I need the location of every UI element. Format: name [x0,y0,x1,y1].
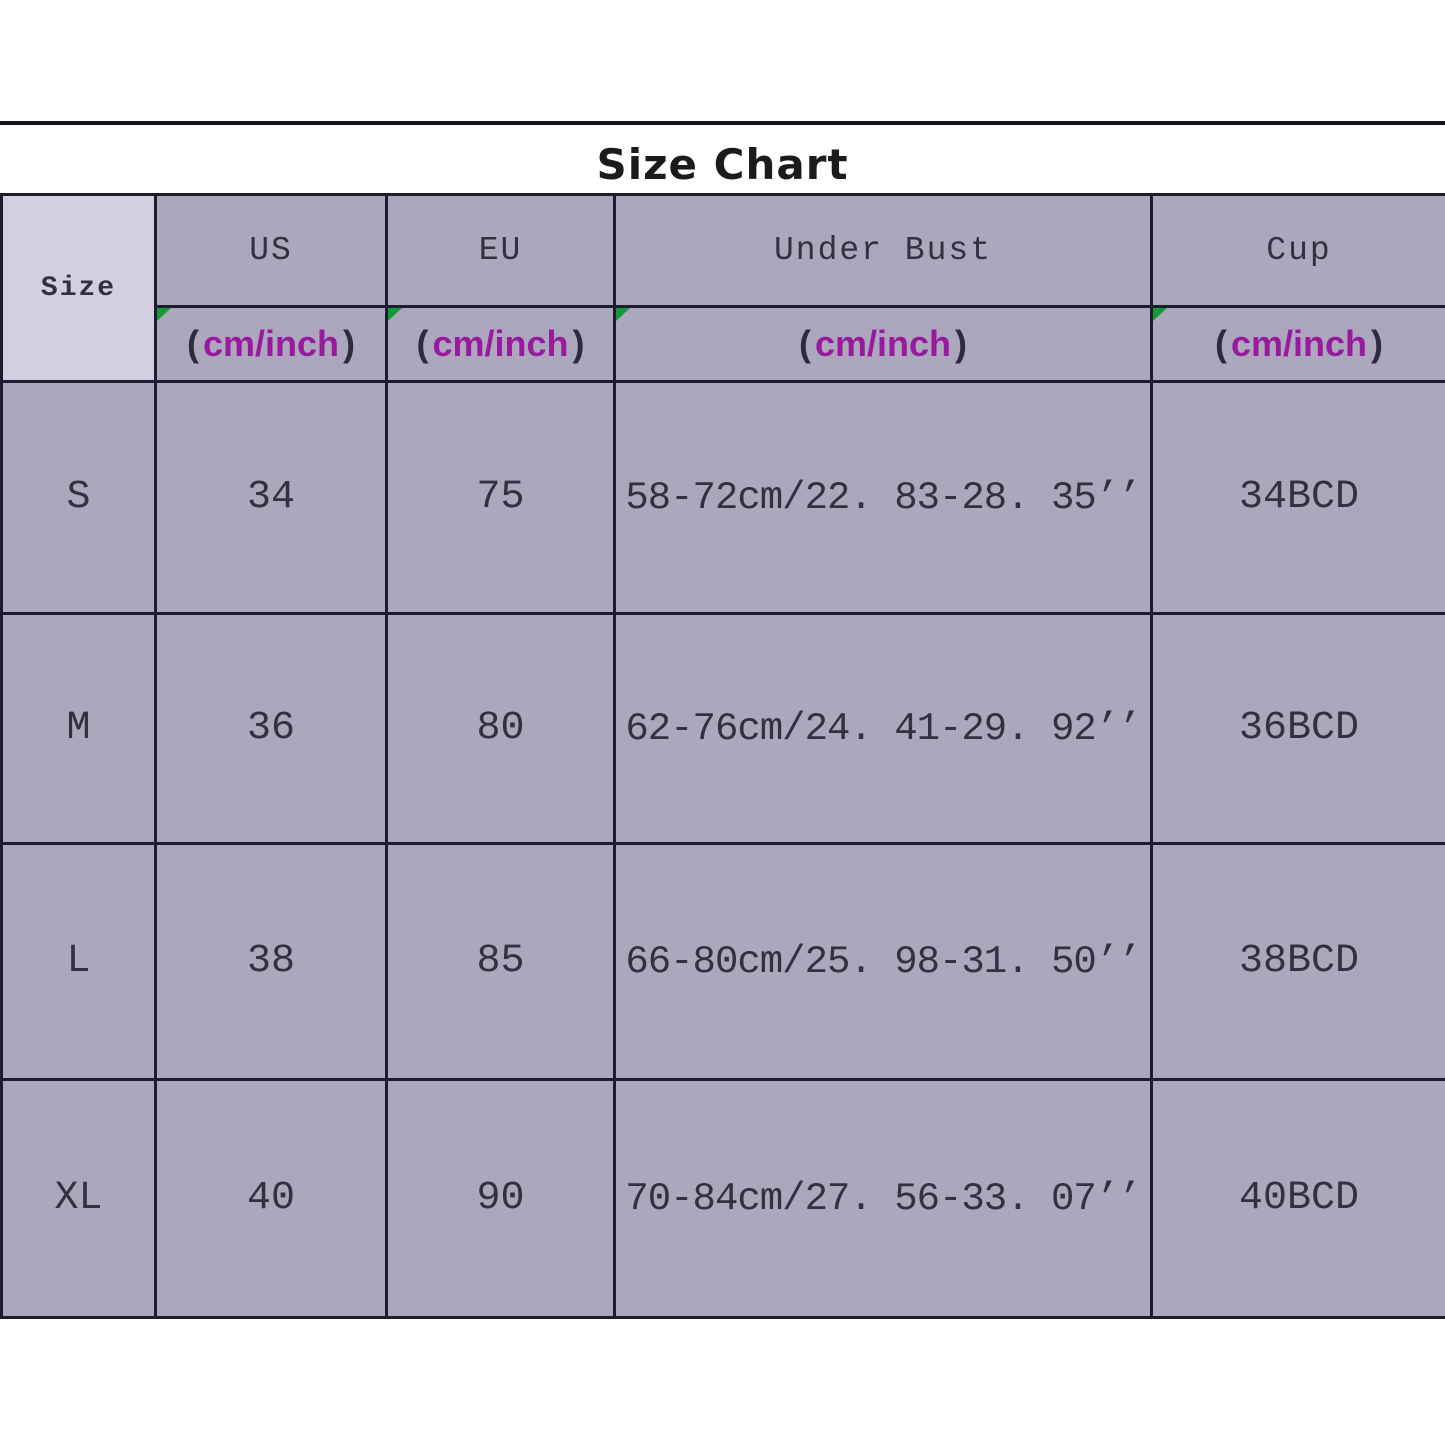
header-eu-cell: EU [385,193,616,308]
row-xl-us-cell: 40 [154,1078,388,1319]
row-m-cup-cell: 36BCD [1150,612,1445,845]
row-xl-size-cell: XL [0,1078,157,1319]
header-us-cell: US [154,193,388,308]
row-l-us-cell: 38 [154,842,388,1081]
row-m-underbust-cell: 62-76cm/24. 41-29. 92’’ [613,612,1153,845]
row-m-us-cell: 36 [154,612,388,845]
unit-label: cm/inch [202,323,340,364]
table-row-m: M 36 80 62-76cm/24. 41-29. 92’’ 36BCD [0,612,1445,845]
table-row-s: S 34 75 58-72cm/22. 83-28. 35’’ 34BCD [0,380,1445,615]
unit-label: cm/inch [1230,323,1368,364]
green-corner-marker-icon [1154,309,1167,321]
page-title: Size Chart [596,140,849,189]
top-divider-rule [0,121,1445,125]
header-size-cell: Size [0,193,157,383]
unit-close-paren: ) [572,323,585,364]
unit-close-paren: ) [1371,323,1384,364]
row-xl-underbust-cell: 70-84cm/27. 56-33. 07’’ [613,1078,1153,1319]
row-l-size-cell: L [0,842,157,1081]
size-chart-table: Size US EU Under Bust Cup (cm/inch) (cm/… [0,193,1445,1319]
unit-header-eu-cell: (cm/inch) [385,305,616,383]
unit-open-paren: ( [798,323,811,364]
row-s-size-cell: S [0,380,157,615]
unit-open-paren: ( [1214,323,1227,364]
unit-close-paren: ) [343,323,356,364]
unit-header-underbust-cell: (cm/inch) [613,305,1153,383]
row-s-underbust-cell: 58-72cm/22. 83-28. 35’’ [613,380,1153,615]
unit-open-paren: ( [186,323,199,364]
green-corner-marker-icon [617,309,630,321]
row-m-size-cell: M [0,612,157,845]
header-cup-cell: Cup [1150,193,1445,308]
row-xl-eu-cell: 90 [385,1078,616,1319]
unit-label: cm/inch [814,323,952,364]
header-underbust-cell: Under Bust [613,193,1153,308]
green-corner-marker-icon [158,309,171,321]
row-s-us-cell: 34 [154,380,388,615]
row-l-underbust-cell: 66-80cm/25. 98-31. 50’’ [613,842,1153,1081]
table-row-xl: XL 40 90 70-84cm/27. 56-33. 07’’ 40BCD [0,1078,1445,1319]
table-row-l: L 38 85 66-80cm/25. 98-31. 50’’ 38BCD [0,842,1445,1081]
row-xl-cup-cell: 40BCD [1150,1078,1445,1319]
row-s-eu-cell: 75 [385,380,616,615]
unit-close-paren: ) [955,323,968,364]
row-l-eu-cell: 85 [385,842,616,1081]
unit-open-paren: ( [416,323,429,364]
unit-label: cm/inch [432,323,569,364]
row-l-cup-cell: 38BCD [1150,842,1445,1081]
unit-header-us-cell: (cm/inch) [154,305,388,383]
unit-header-row: (cm/inch) (cm/inch) (cm/inch) (cm/inch) [2,305,1445,383]
header-row: Size US EU Under Bust Cup [0,193,1445,383]
row-s-cup-cell: 34BCD [1150,380,1445,615]
row-m-eu-cell: 80 [385,612,616,845]
unit-header-cup-cell: (cm/inch) [1150,305,1445,383]
green-corner-marker-icon [389,309,402,321]
